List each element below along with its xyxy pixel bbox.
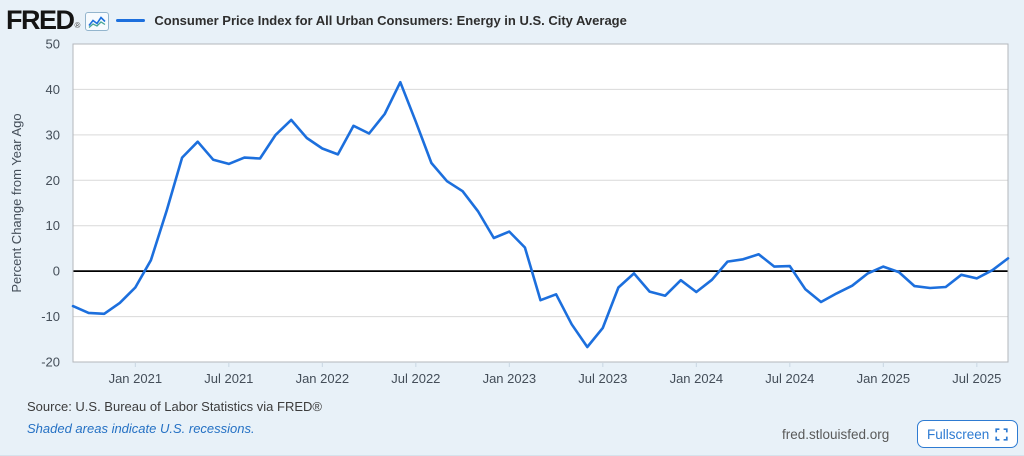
sparkline-icon	[85, 12, 110, 31]
legend: Consumer Price Index for All Urban Consu…	[116, 12, 627, 28]
x-tick-label: Jan 2023	[483, 371, 537, 386]
x-tick-label: Jul 2021	[204, 371, 253, 386]
y-axis-title: Percent Change from Year Ago	[9, 113, 24, 292]
logo-registered-mark: ®	[74, 21, 81, 30]
x-tick-label: Jul 2024	[765, 371, 814, 386]
chart-header: FRED ® Consumer Price Index for All Urba…	[6, 5, 627, 35]
y-tick-label: 10	[46, 218, 60, 233]
recessions-link[interactable]: Shaded areas indicate U.S. recessions.	[27, 421, 255, 436]
x-tick-label: Jan 2021	[109, 371, 163, 386]
fullscreen-expand-icon	[995, 427, 1008, 441]
y-tick-label: 50	[46, 37, 60, 52]
y-tick-label: 40	[46, 82, 60, 97]
y-tick-label: 20	[46, 173, 60, 188]
fred-logo[interactable]: FRED ®	[6, 5, 110, 35]
y-tick-label: 0	[53, 264, 60, 279]
source-note: Source: U.S. Bureau of Labor Statistics …	[27, 399, 322, 414]
x-tick-label: Jan 2025	[857, 371, 911, 386]
series-title: Consumer Price Index for All Urban Consu…	[154, 12, 627, 28]
fullscreen-button[interactable]: Fullscreen	[917, 420, 1019, 448]
x-tick-label: Jul 2023	[578, 371, 627, 386]
x-tick-label: Jan 2022	[296, 371, 350, 386]
x-tick-label: Jul 2025	[952, 371, 1001, 386]
axis-layer: 50 40 30 20 10 0 -10 -20 Jan 2021 Jul 2021 Jan 202…	[41, 37, 1001, 387]
footer-notes: Source: U.S. Bureau of Labor Statistics …	[27, 399, 322, 437]
y-tick-label: -20	[41, 355, 60, 370]
y-tick-label: -10	[41, 309, 60, 324]
series-line	[71, 80, 1010, 349]
fullscreen-label: Fullscreen	[927, 426, 990, 442]
site-url: fred.stlouisfed.org	[782, 427, 890, 442]
y-tick-label: 30	[46, 127, 60, 142]
line-chart: 50 40 30 20 10 0 -10 -20 Jan 2021 Jul 2021 Jan 202…	[9, 37, 1010, 387]
x-tick-label: Jul 2022	[391, 371, 440, 386]
plot-area[interactable]	[73, 44, 1008, 362]
plot-border	[72, 43, 1009, 363]
x-tick-label: Jan 2024	[670, 371, 724, 386]
legend-line-marker	[116, 18, 146, 22]
fred-logo-text: FRED	[6, 5, 75, 35]
grid-layer	[73, 88, 1008, 318]
